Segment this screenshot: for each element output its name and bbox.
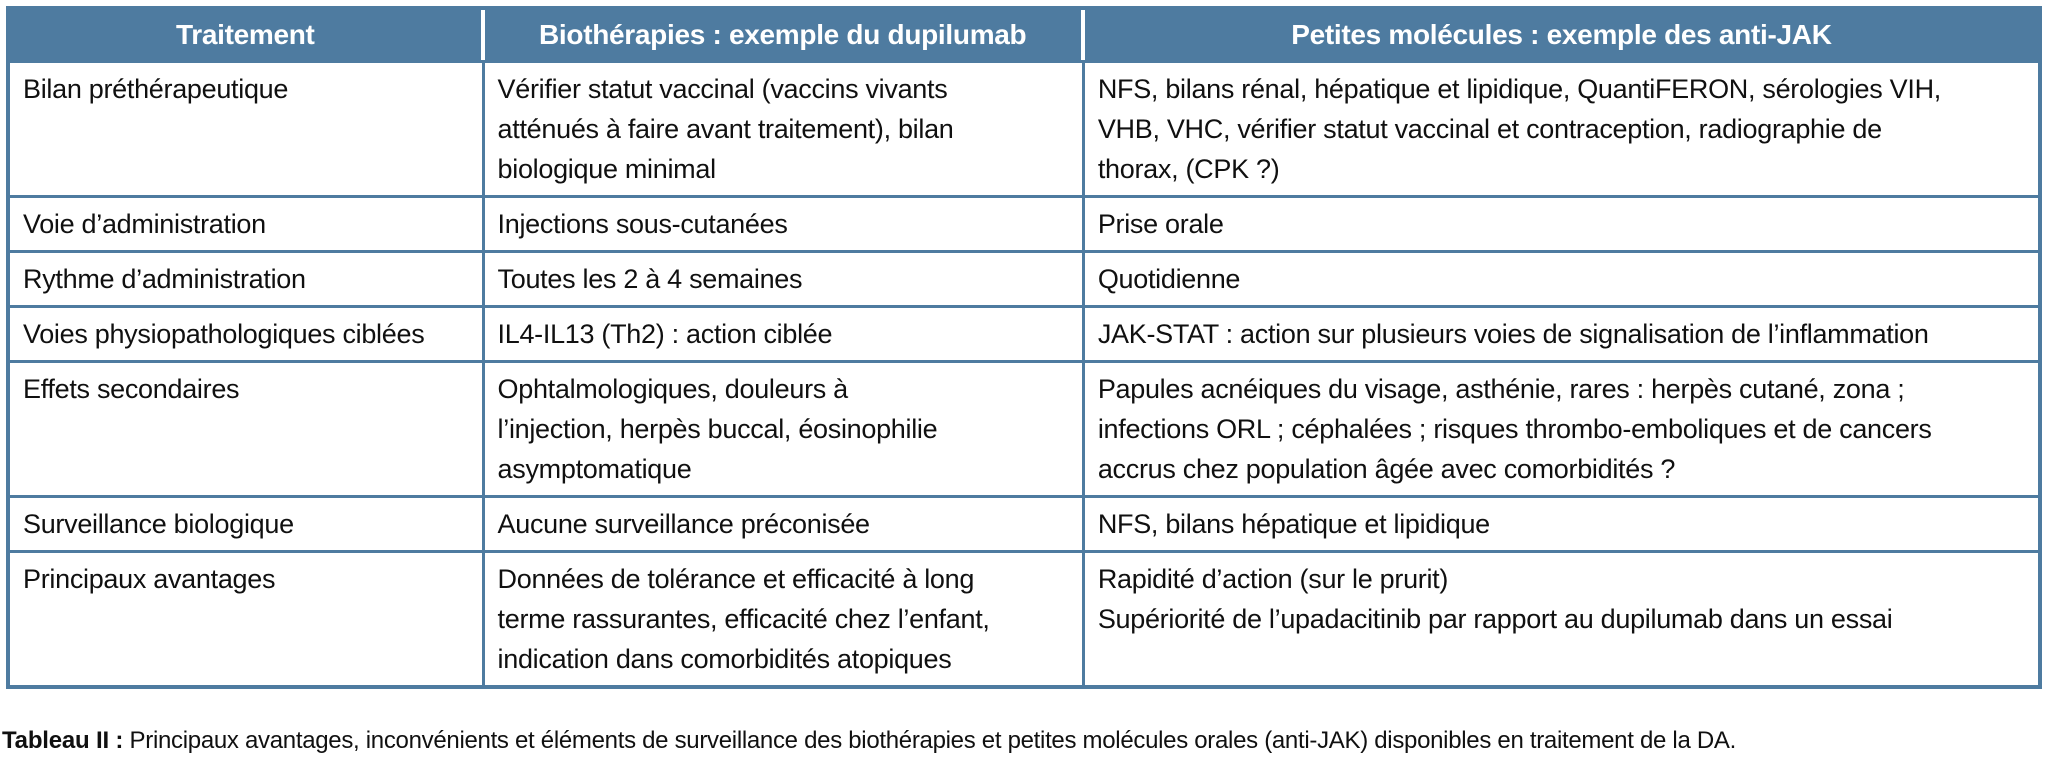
cell-dupilumab: Aucune surveillance préconisée <box>484 495 1085 550</box>
cell-dupilumab: Données de tolérance et efficacité à lon… <box>484 550 1085 685</box>
table-row-principaux-avantages: Principaux avantages Données de toléranc… <box>10 550 2038 685</box>
cell-dupilumab: Ophtalmologiques, douleurs à l’injection… <box>484 360 1085 495</box>
cell-dupilumab: Toutes les 2 à 4 semaines <box>484 250 1085 305</box>
row-label: Voies physiopathologiques ciblées <box>10 305 485 360</box>
table-caption-number: Tableau II : <box>2 727 124 754</box>
table-row-voies-physiopathologiques: Voies physiopathologiques ciblées IL4-IL… <box>10 305 2038 360</box>
row-label: Voie d’administration <box>10 195 485 250</box>
header-cell-biotherapies: Biothérapies : exemple du dupilumab <box>484 10 1085 60</box>
row-label: Bilan préthérapeutique <box>10 60 485 195</box>
table-caption-text: Principaux avantages, inconvénients et é… <box>123 727 1737 754</box>
cell-antijak: Rapidité d’action (sur le prurit) Supéri… <box>1084 550 2038 685</box>
cell-antijak: Prise orale <box>1084 195 2038 250</box>
cell-antijak: NFS, bilans rénal, hépatique et lipidiqu… <box>1084 60 2038 195</box>
cell-dupilumab: IL4-IL13 (Th2) : action ciblée <box>484 305 1085 360</box>
table-row-effets-secondaires: Effets secondaires Ophtalmologiques, dou… <box>10 360 2038 495</box>
header-cell-petites-molecules: Petites molécules : exemple des anti-JAK <box>1084 10 2038 60</box>
row-label: Rythme d’administration <box>10 250 485 305</box>
table-header-row: Traitement Biothérapies : exemple du dup… <box>10 10 2038 60</box>
table-caption: Tableau II : Principaux avantages, incon… <box>2 726 1736 756</box>
header-cell-traitement: Traitement <box>10 10 485 60</box>
table-row-surveillance-biologique: Surveillance biologique Aucune surveilla… <box>10 495 2038 550</box>
cell-antijak: Quotidienne <box>1084 250 2038 305</box>
treatment-comparison-table: Traitement Biothérapies : exemple du dup… <box>6 6 2042 689</box>
row-label: Effets secondaires <box>10 360 485 495</box>
table-row-rythme-administration: Rythme d’administration Toutes les 2 à 4… <box>10 250 2038 305</box>
cell-antijak: Papules acnéiques du visage, asthénie, r… <box>1084 360 2038 495</box>
cell-dupilumab: Injections sous-cutanées <box>484 195 1085 250</box>
row-label: Surveillance biologique <box>10 495 485 550</box>
row-label: Principaux avantages <box>10 550 485 685</box>
table-row-bilan-pretherapeutique: Bilan préthérapeutique Vérifier statut v… <box>10 60 2038 195</box>
cell-antijak: NFS, bilans hépatique et lipidique <box>1084 495 2038 550</box>
cell-dupilumab: Vérifier statut vaccinal (vaccins vivant… <box>484 60 1085 195</box>
table-row-voie-administration: Voie d’administration Injections sous-cu… <box>10 195 2038 250</box>
cell-antijak: JAK-STAT : action sur plusieurs voies de… <box>1084 305 2038 360</box>
